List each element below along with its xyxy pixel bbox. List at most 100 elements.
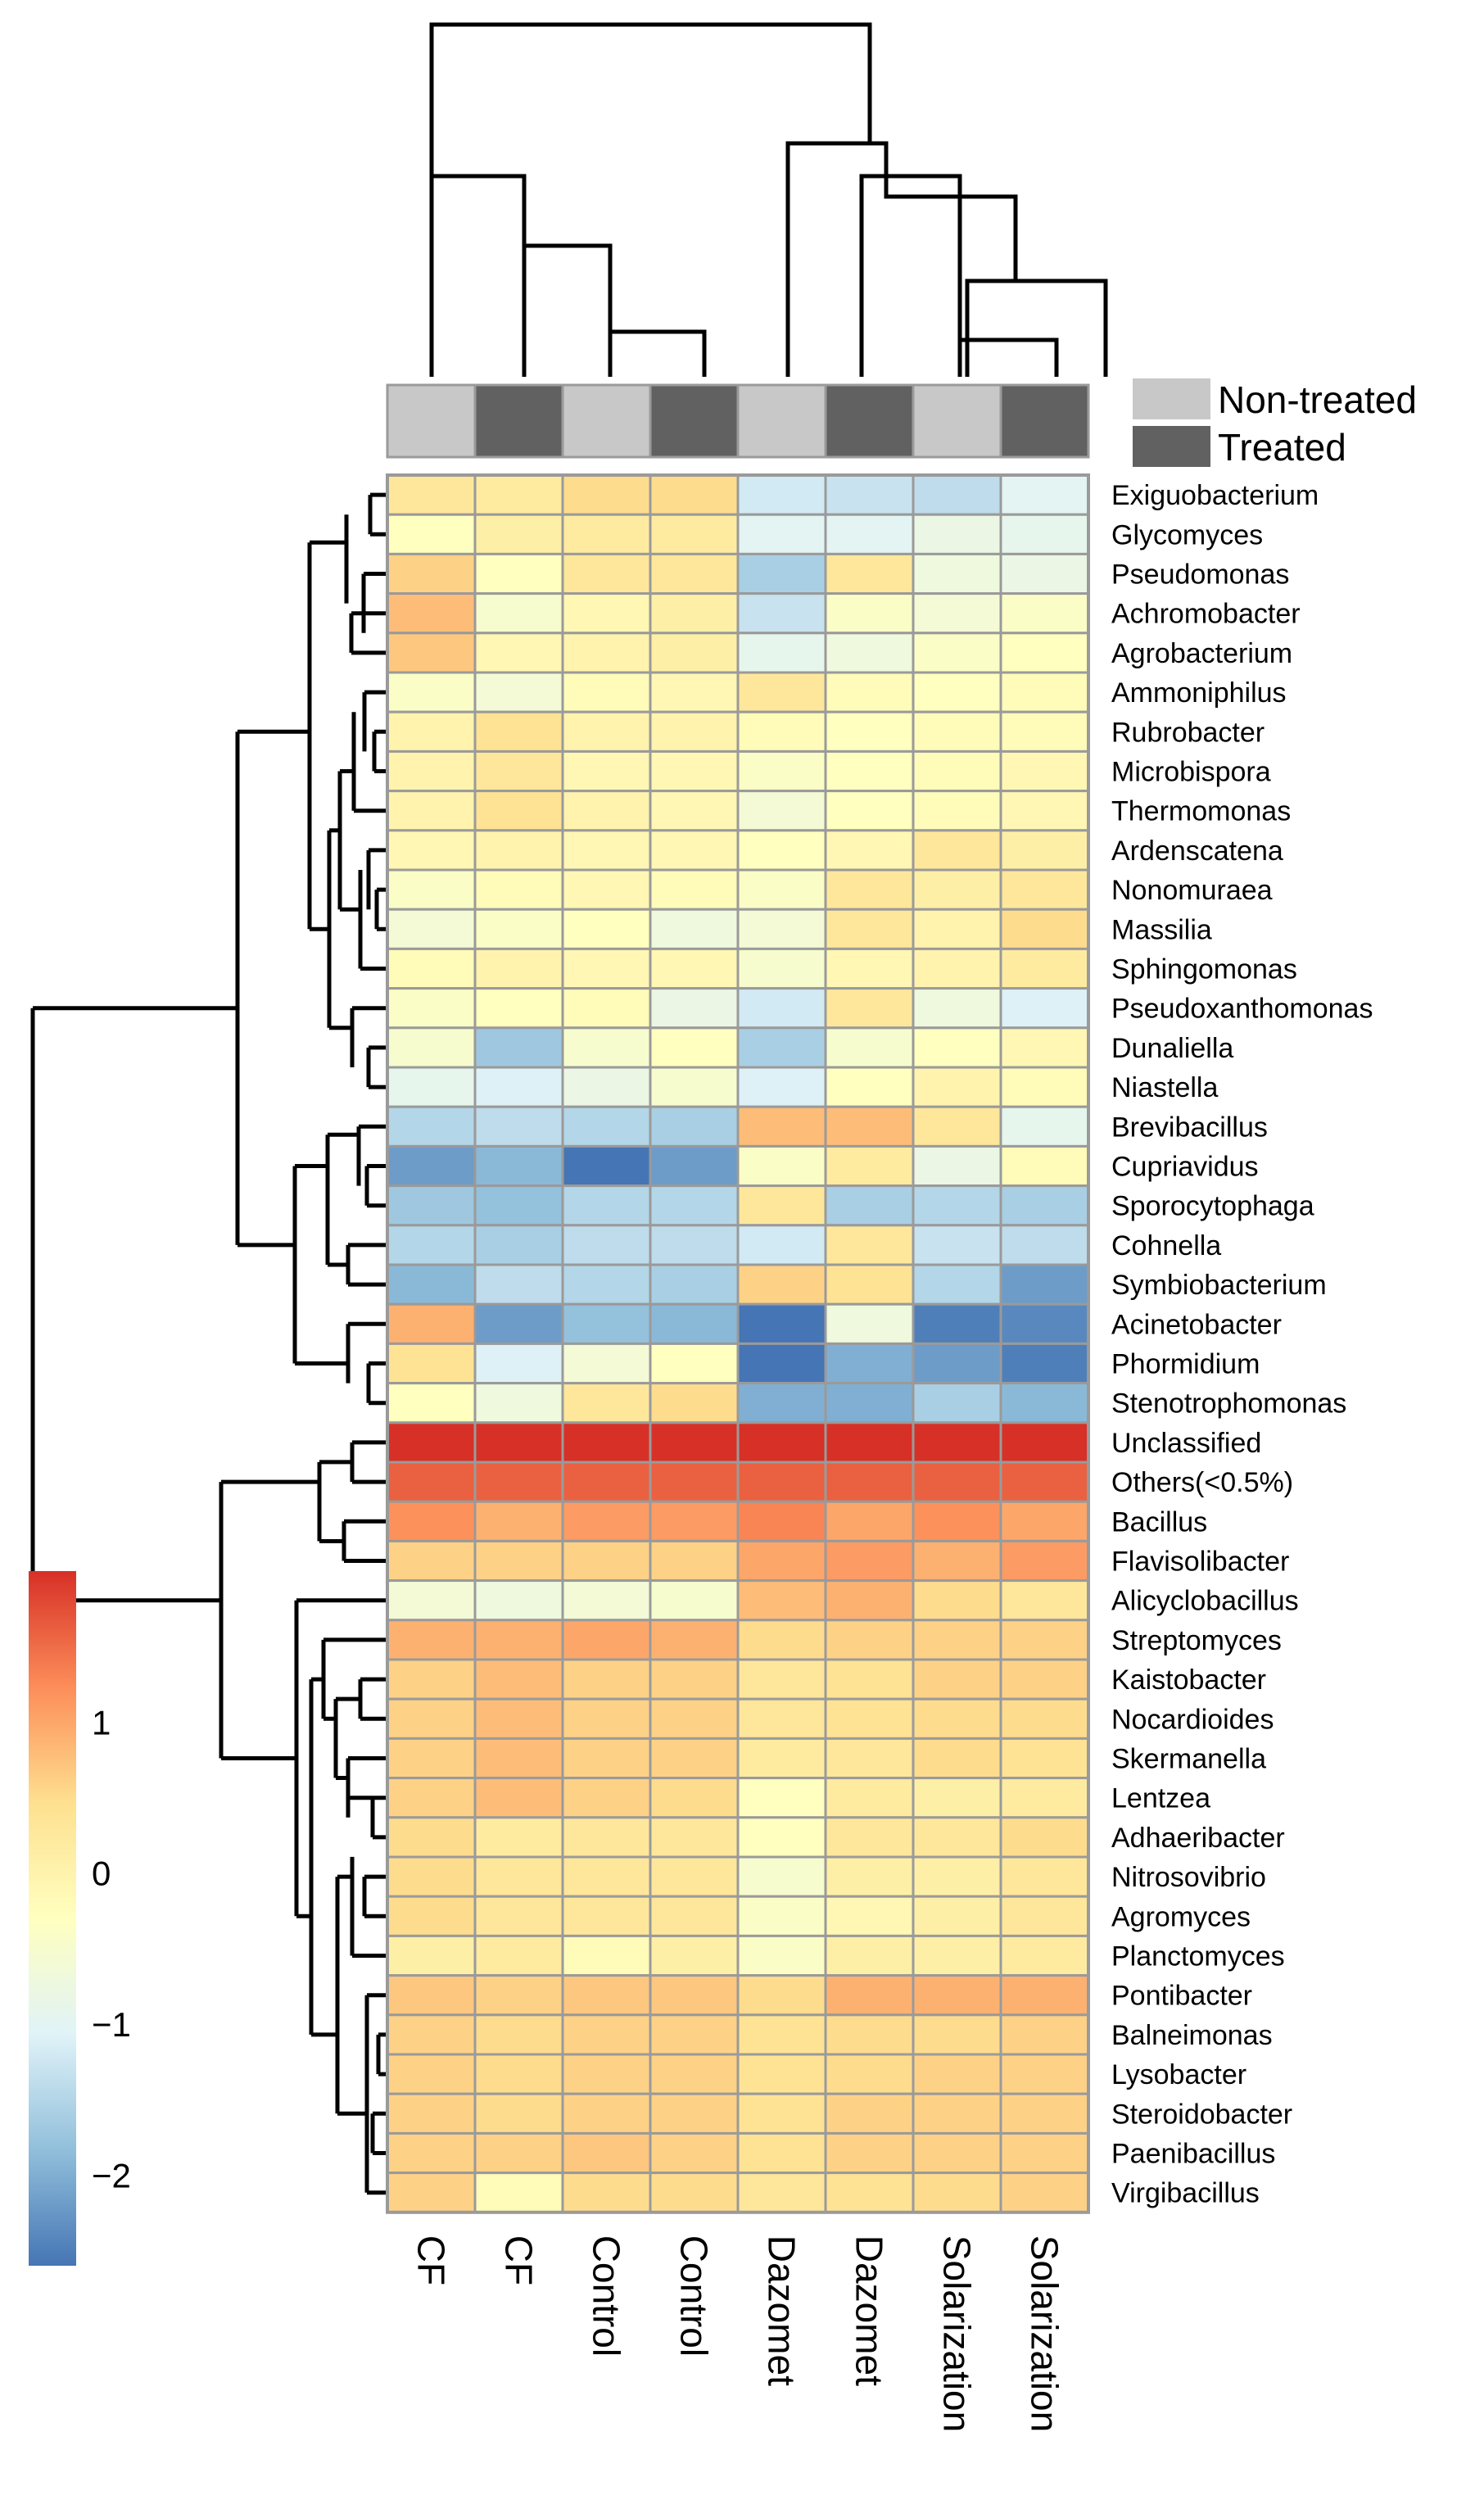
heatmap-cell — [473, 790, 564, 832]
heatmap-cell — [824, 1342, 915, 1385]
row-label: Skermanella — [1111, 1744, 1266, 1775]
heatmap-cell — [999, 2131, 1090, 2175]
heatmap-cell — [561, 1263, 652, 1306]
heatmap-cell — [473, 1539, 564, 1583]
heatmap-cell — [386, 908, 477, 950]
heatmap-cell — [736, 1697, 827, 1740]
heatmap-cell — [824, 790, 915, 832]
heatmap-cell — [561, 1105, 652, 1148]
heatmap-cell — [473, 1342, 564, 1385]
heatmap-cell — [386, 552, 477, 596]
heatmap-cell — [999, 1066, 1090, 1108]
heatmap-cell — [386, 1934, 477, 1977]
heatmap-cell — [561, 868, 652, 911]
heatmap-cell — [473, 2013, 564, 2056]
heatmap-cell — [561, 1895, 652, 1937]
column-label: CF — [498, 2235, 541, 2285]
heatmap-cell — [824, 1105, 915, 1148]
heatmap-cell — [912, 2131, 1002, 2175]
heatmap-cell — [561, 2172, 652, 2214]
heatmap-cell — [386, 947, 477, 990]
heatmap-cell — [473, 1895, 564, 1937]
heatmap-cell — [824, 1500, 915, 1542]
row-label: Agromyces — [1111, 1901, 1251, 1932]
heatmap-cell — [999, 1777, 1090, 1819]
heatmap-cell — [912, 1974, 1002, 2017]
heatmap-cell — [912, 710, 1002, 753]
heatmap-cell — [649, 2131, 740, 2175]
group-annotation-cell — [824, 383, 915, 459]
column-label: Control — [586, 2235, 628, 2357]
heatmap-cell — [999, 868, 1090, 911]
row-label: Achromobacter — [1111, 599, 1301, 630]
heatmap-cell — [473, 1421, 564, 1464]
heatmap-cell — [473, 1184, 564, 1227]
heatmap-cell — [912, 829, 1002, 872]
row-label: Lentzea — [1111, 1783, 1210, 1814]
row-label: Balneimonas — [1111, 2020, 1273, 2051]
heatmap-cell — [824, 592, 915, 635]
heatmap-cell — [561, 947, 652, 990]
row-label: Glycomyces — [1111, 519, 1263, 550]
heatmap-cell — [999, 1500, 1090, 1542]
heatmap-cell — [736, 1105, 827, 1148]
heatmap-cell — [386, 1895, 477, 1937]
row-label: Paenibacillus — [1111, 2139, 1275, 2170]
column-dendrogram — [429, 22, 1108, 377]
heatmap-cell — [736, 1737, 827, 1780]
row-label: Unclassified — [1111, 1428, 1261, 1459]
heatmap-cell — [912, 908, 1002, 950]
heatmap-cell — [561, 592, 652, 635]
heatmap-cell — [912, 1026, 1002, 1069]
heatmap-cell — [561, 1974, 652, 2017]
heatmap-cell — [912, 2172, 1002, 2214]
heatmap-cell — [912, 552, 1002, 596]
heatmap-cell — [561, 1342, 652, 1385]
heatmap-cell — [999, 2013, 1090, 2056]
heatmap-cell — [824, 1619, 915, 1661]
row-dendrogram-branches — [30, 492, 387, 2195]
heatmap-cell — [386, 671, 477, 713]
row-label: Streptomyces — [1111, 1625, 1282, 1656]
heatmap-cell — [824, 908, 915, 950]
heatmap-cell — [386, 1026, 477, 1069]
heatmap-cell — [824, 671, 915, 713]
heatmap-cell — [824, 1263, 915, 1306]
heatmap-cell — [824, 1224, 915, 1266]
heatmap-cell — [473, 473, 564, 516]
row-label: Virgibacillus — [1111, 2178, 1260, 2209]
heatmap-cell — [999, 1026, 1090, 1069]
heatmap-cell — [999, 1539, 1090, 1583]
heatmap-cell — [736, 1934, 827, 1977]
group-annotation-cell — [473, 383, 564, 459]
heatmap-cell — [561, 1855, 652, 1898]
heatmap-cell — [386, 790, 477, 832]
heatmap-cell — [473, 513, 564, 555]
heatmap-cell — [561, 552, 652, 596]
heatmap-cell — [912, 1539, 1002, 1583]
heatmap-cell — [999, 1302, 1090, 1345]
heatmap-cell — [649, 1974, 740, 2017]
heatmap-cell — [912, 1184, 1002, 1227]
heatmap-cell — [561, 2092, 652, 2135]
heatmap-cell — [912, 1737, 1002, 1780]
heatmap-cell — [999, 1421, 1090, 1464]
heatmap-cell — [561, 1144, 652, 1188]
heatmap-cell — [736, 1619, 827, 1661]
heatmap-cell — [386, 1697, 477, 1740]
heatmap-cell — [736, 829, 827, 872]
heatmap-cell — [561, 1737, 652, 1780]
heatmap-cell — [473, 750, 564, 793]
heatmap-cell — [824, 868, 915, 911]
row-label: Planctomyces — [1111, 1941, 1285, 1972]
heatmap-cell — [473, 908, 564, 950]
heatmap-cell — [912, 2013, 1002, 2056]
heatmap-cell — [736, 552, 827, 596]
heatmap-cell — [561, 473, 652, 516]
heatmap-cell — [736, 632, 827, 674]
group-legend-label: Non-treated — [1218, 378, 1417, 421]
heatmap-cell — [649, 1697, 740, 1740]
heatmap-cell — [386, 1224, 477, 1266]
heatmap-cell — [473, 947, 564, 990]
heatmap-cell — [824, 552, 915, 596]
